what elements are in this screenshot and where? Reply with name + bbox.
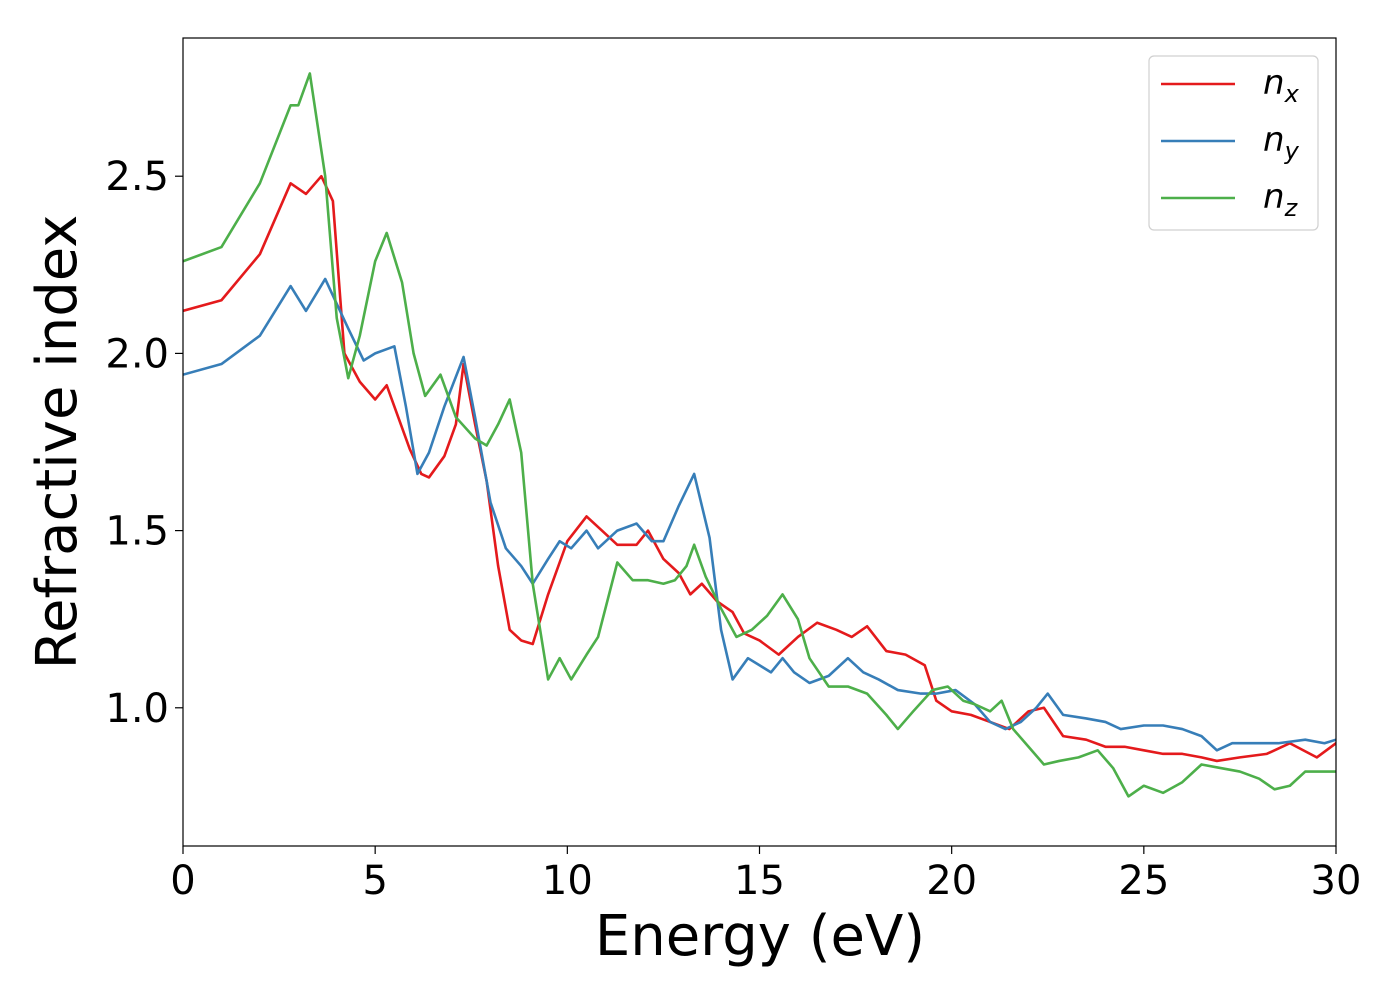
series-line-n-y [183, 277, 1336, 752]
x-tick-label: 30 [1311, 858, 1362, 904]
x-tick-label: 10 [542, 858, 593, 904]
axes: 0 5 10 15 20 25 30 1.0 1.5 2.0 2.5 [105, 37, 1362, 904]
legend-label-subscript: z [1284, 194, 1299, 222]
x-tick-label: 20 [926, 858, 977, 904]
legend-label-subscript: x [1284, 80, 1300, 108]
y-axis-title: Refractive index [25, 215, 90, 670]
y-tick-label: 1.5 [105, 509, 169, 555]
legend-label-subscript: y [1284, 137, 1300, 165]
x-tick-label: 25 [1118, 858, 1169, 904]
x-tick-label: 15 [734, 858, 785, 904]
x-tick-label: 5 [362, 858, 387, 904]
series-line-n-x [183, 174, 1336, 763]
legend-box [1148, 55, 1319, 231]
plot-area [183, 72, 1336, 798]
legend-label: nz [1263, 177, 1299, 222]
x-axis-title: Energy (eV) [595, 904, 925, 969]
y-tick-label: 2.0 [105, 331, 169, 377]
y-tick-label: 2.5 [105, 154, 169, 200]
series-line-n-z [183, 72, 1336, 798]
x-tick-label: 0 [170, 858, 195, 904]
y-tick-label: 1.0 [105, 686, 169, 732]
